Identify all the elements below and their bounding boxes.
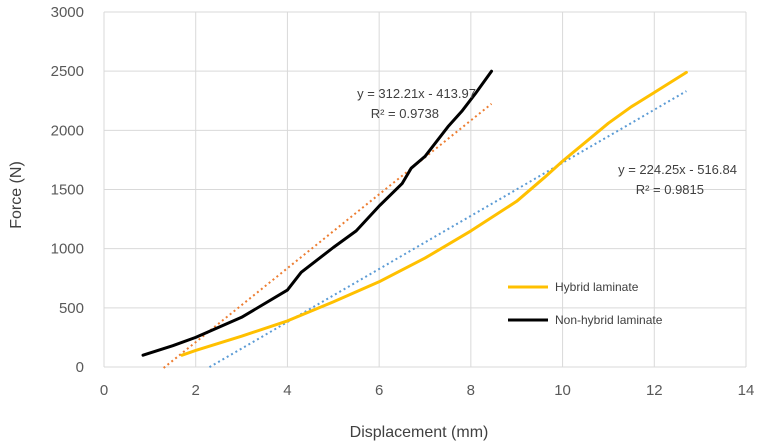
y-tick-label: 1000 <box>51 241 84 258</box>
series-line-hybrid <box>180 70 688 357</box>
y-tick-label: 0 <box>76 359 84 376</box>
trendline-non-hybrid <box>162 103 493 369</box>
y-axis-title: Force (N) <box>8 161 25 229</box>
y-tick-label: 2500 <box>51 63 84 80</box>
data-series <box>141 69 688 357</box>
gridlines <box>103 11 747 368</box>
x-tick-label: 6 <box>375 382 383 399</box>
x-tick-label: 4 <box>283 382 291 399</box>
y-axis-ticks: 0 500 1000 1500 2000 2500 3000 <box>51 4 84 376</box>
trendline-r2-non-hybrid: R² = 0.9738 <box>371 106 439 121</box>
x-axis-title: Displacement (mm) <box>350 424 489 441</box>
trendline-r2-hybrid: R² = 0.9815 <box>636 182 704 197</box>
x-tick-label: 8 <box>467 382 475 399</box>
x-axis-ticks: 0 2 4 6 8 10 12 14 <box>100 382 755 399</box>
x-tick-label: 0 <box>100 382 108 399</box>
y-tick-label: 1500 <box>51 182 84 199</box>
x-tick-label: 14 <box>738 382 755 399</box>
trendline-equation-non-hybrid: y = 312.21x - 413.97 <box>357 86 476 101</box>
x-tick-label: 2 <box>192 382 200 399</box>
trendline-equation-hybrid: y = 224.25x - 516.84 <box>618 162 737 177</box>
legend-label-non-hybrid: Non-hybrid laminate <box>555 313 663 327</box>
x-tick-label: 12 <box>646 382 663 399</box>
legend: Hybrid laminate Non-hybrid laminate <box>508 280 663 327</box>
series-line-non-hybrid <box>141 69 493 357</box>
legend-label-hybrid: Hybrid laminate <box>555 280 639 294</box>
y-tick-label: 3000 <box>51 4 84 21</box>
y-tick-label: 2000 <box>51 122 84 139</box>
y-tick-label: 500 <box>59 300 84 317</box>
x-tick-label: 10 <box>554 382 571 399</box>
